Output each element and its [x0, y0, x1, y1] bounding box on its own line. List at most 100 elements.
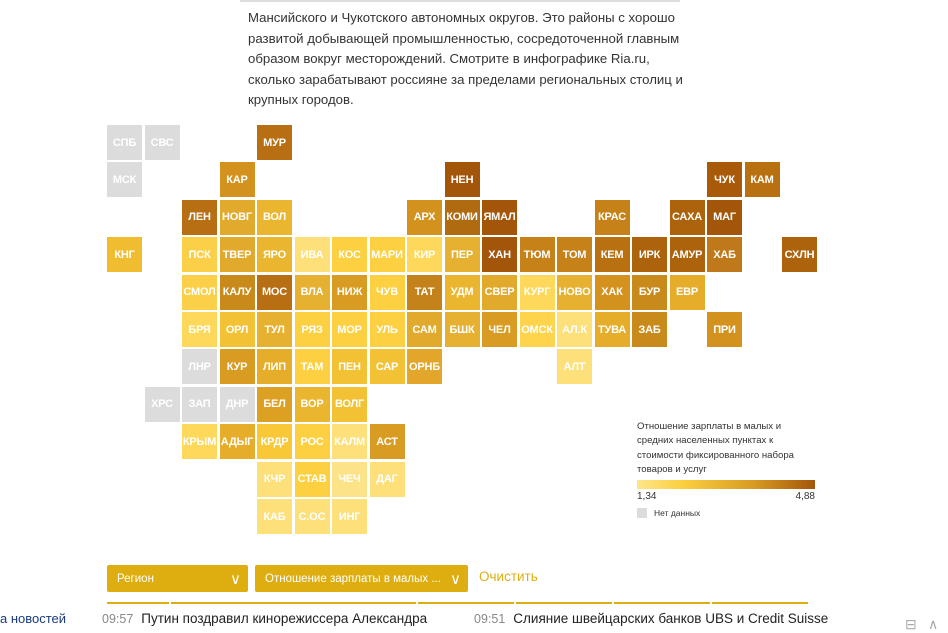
- region-tile-map: СПБ СВС МУР МСК КАР НЕН ЧУК КАМ ЛЕН НОВГ ВОЛ АРХ КОМ…: [107, 125, 817, 534]
- region-tile[interactable]: ИНГ: [332, 499, 367, 534]
- region-tile[interactable]: АСТ: [369, 424, 405, 460]
- region-tile[interactable]: ВОР: [294, 386, 330, 422]
- article-intro-text: Мансийского и Чукотского автономных окру…: [248, 10, 683, 107]
- region-tile[interactable]: КУР: [219, 349, 255, 385]
- region-tile[interactable]: КЕМ: [594, 237, 630, 273]
- region-tile[interactable]: КРЫМ: [182, 424, 217, 460]
- region-tile[interactable]: ХАБ: [707, 237, 742, 273]
- region-tile[interactable]: АРХ: [407, 199, 442, 235]
- region-tile[interactable]: ВОЛ: [257, 199, 292, 235]
- metric-dropdown[interactable]: Отношение зарплаты в малых ... ∨: [255, 565, 468, 592]
- no-data-label: Нет данных: [654, 508, 701, 519]
- region-tile[interactable]: САХА: [669, 199, 705, 235]
- region-dropdown[interactable]: Регион ∨: [107, 565, 248, 592]
- region-tile[interactable]: БШК: [444, 312, 480, 347]
- region-tile[interactable]: РОС: [294, 424, 330, 460]
- region-tile[interactable]: БЕЛ: [257, 386, 292, 422]
- region-tile[interactable]: КРДР: [257, 424, 292, 460]
- region-tile[interactable]: ЛНР: [182, 349, 217, 385]
- region-tile[interactable]: ЗАП: [182, 386, 217, 422]
- region-tile[interactable]: ЯМАЛ: [482, 199, 517, 235]
- region-tile[interactable]: ЯРО: [257, 237, 292, 273]
- region-tile[interactable]: ТАМ: [294, 349, 330, 385]
- region-tile[interactable]: ПРИ: [707, 312, 742, 347]
- region-tile[interactable]: ВЛА: [294, 274, 330, 310]
- region-tile[interactable]: НОВО: [557, 274, 592, 310]
- region-tile[interactable]: КУРГ: [519, 274, 555, 310]
- region-tile[interactable]: КАБ: [257, 499, 292, 534]
- region-tile[interactable]: РЯЗ: [294, 312, 330, 347]
- region-tile[interactable]: МУР: [257, 125, 292, 160]
- region-tile[interactable]: АДЫГ: [219, 424, 255, 460]
- region-tile[interactable]: СТАВ: [294, 461, 330, 497]
- news-feed-link[interactable]: а новостей: [0, 611, 67, 626]
- region-tile[interactable]: ОРЛ: [219, 312, 255, 347]
- region-tile[interactable]: ЗАБ: [632, 312, 667, 347]
- region-tile[interactable]: КНГ: [107, 237, 142, 273]
- region-tile[interactable]: ЧУВ: [369, 274, 405, 310]
- region-tile[interactable]: ИРК: [632, 237, 667, 273]
- clear-button[interactable]: Очистить: [479, 569, 538, 584]
- region-tile[interactable]: СВЕР: [482, 274, 517, 310]
- region-tile[interactable]: ДНР: [219, 386, 255, 422]
- region-tile[interactable]: МАГ: [707, 199, 742, 235]
- collapse-icon[interactable]: ⊟: [905, 616, 917, 632]
- region-tile[interactable]: КИР: [407, 237, 442, 273]
- region-tile[interactable]: АМУР: [669, 237, 705, 273]
- region-tile[interactable]: АЛТ: [557, 349, 592, 385]
- news-item[interactable]: 09:51 Слияние швейцарских банков UBS и Cr…: [474, 611, 828, 626]
- region-tile[interactable]: КАЛУ: [219, 274, 255, 310]
- region-tile[interactable]: ТУЛ: [257, 312, 292, 347]
- region-tile[interactable]: ВОЛГ: [332, 386, 367, 422]
- region-tile[interactable]: СПБ: [107, 125, 142, 160]
- region-tile[interactable]: МОР: [332, 312, 367, 347]
- region-tile[interactable]: САР: [369, 349, 405, 385]
- region-tile[interactable]: МОС: [257, 274, 292, 310]
- region-tile[interactable]: КАЛМ: [332, 424, 367, 460]
- region-tile[interactable]: ОМСК: [519, 312, 555, 347]
- region-tile[interactable]: УДМ: [444, 274, 480, 310]
- region-tile[interactable]: КОС: [332, 237, 367, 273]
- region-tile[interactable]: ТОМ: [557, 237, 592, 273]
- region-tile[interactable]: МСК: [107, 162, 142, 198]
- region-tile[interactable]: ПЕН: [332, 349, 367, 385]
- region-tile[interactable]: ЧУК: [707, 162, 742, 198]
- region-tile[interactable]: КРАС: [594, 199, 630, 235]
- region-tile[interactable]: ДАГ: [369, 461, 405, 497]
- region-tile[interactable]: ПЕР: [444, 237, 480, 273]
- region-tile[interactable]: ОРНБ: [407, 349, 442, 385]
- region-tile[interactable]: ЛИП: [257, 349, 292, 385]
- region-tile[interactable]: КЧР: [257, 461, 292, 497]
- news-item[interactable]: 09:57 Путин поздравил кинорежиссера Алекс…: [102, 611, 427, 626]
- chevron-up-icon[interactable]: ∧: [928, 616, 939, 632]
- region-tile[interactable]: НЕН: [444, 162, 480, 198]
- region-tile[interactable]: ТВЕР: [219, 237, 255, 273]
- region-tile[interactable]: БУР: [632, 274, 667, 310]
- region-tile[interactable]: КАМ: [744, 162, 780, 198]
- region-tile[interactable]: КАР: [219, 162, 255, 198]
- region-tile[interactable]: ХАК: [594, 274, 630, 310]
- region-tile[interactable]: ЛЕН: [182, 199, 217, 235]
- region-tile[interactable]: СВС: [144, 125, 180, 160]
- region-tile[interactable]: УЛЬ: [369, 312, 405, 347]
- region-tile[interactable]: ТЮМ: [519, 237, 555, 273]
- region-tile[interactable]: ПСК: [182, 237, 217, 273]
- region-tile[interactable]: ТАТ: [407, 274, 442, 310]
- region-tile[interactable]: ТУВА: [594, 312, 630, 347]
- region-tile[interactable]: БРЯ: [182, 312, 217, 347]
- region-tile[interactable]: КОМИ: [444, 199, 480, 235]
- region-tile[interactable]: ЕВР: [669, 274, 705, 310]
- region-tile[interactable]: ЧЕЛ: [482, 312, 517, 347]
- region-tile[interactable]: ХАН: [482, 237, 517, 273]
- region-tile[interactable]: АЛ.К: [557, 312, 592, 347]
- region-tile[interactable]: САМ: [407, 312, 442, 347]
- region-tile[interactable]: ХРС: [144, 386, 180, 422]
- region-tile[interactable]: С.ОС: [294, 499, 330, 534]
- region-tile[interactable]: ИВА: [294, 237, 330, 273]
- region-tile[interactable]: МАРИ: [369, 237, 405, 273]
- region-tile[interactable]: СХЛН: [782, 237, 817, 273]
- region-tile[interactable]: ЧЕЧ: [332, 461, 367, 497]
- region-tile[interactable]: НИЖ: [332, 274, 367, 310]
- region-tile[interactable]: СМОЛ: [182, 274, 217, 310]
- region-tile[interactable]: НОВГ: [219, 199, 255, 235]
